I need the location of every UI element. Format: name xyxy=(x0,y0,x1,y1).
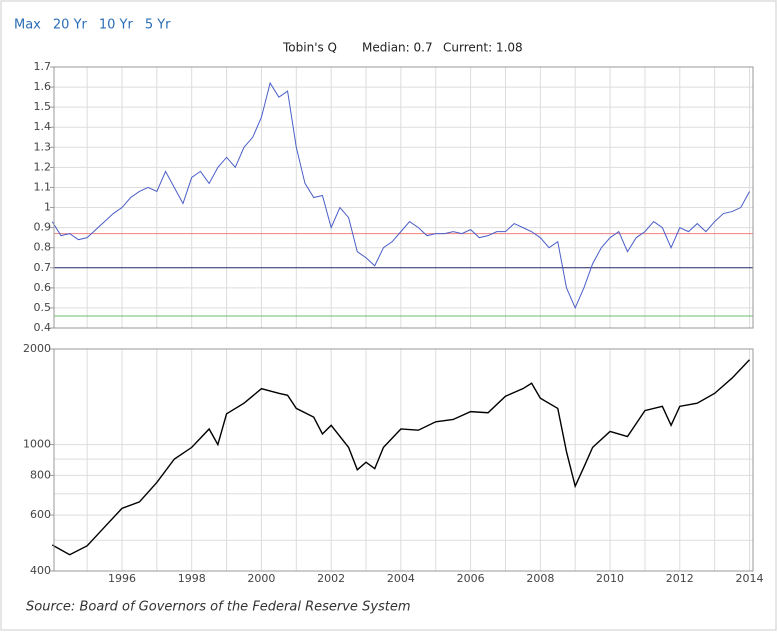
data-line xyxy=(51,81,750,310)
y-tick-label: 1.5 xyxy=(34,100,52,113)
y-tick-label: 1.6 xyxy=(34,80,52,93)
y-tick-label: 0.9 xyxy=(34,221,52,234)
y-tick-label: 0.8 xyxy=(34,241,52,254)
current-label: Current: 1.08 xyxy=(443,41,523,55)
source: Source: Board of Governors of the Federa… xyxy=(26,600,411,615)
y-tick-label: 0.7 xyxy=(34,261,52,274)
y-tick-label: 1 xyxy=(44,201,51,214)
y-tick-label: 1000 xyxy=(23,438,51,451)
range-link[interactable]: 20 Yr xyxy=(53,18,88,33)
x-tick-label: 2002 xyxy=(317,572,345,585)
x-tick-label: 2012 xyxy=(666,572,694,585)
x-tick-label: 2008 xyxy=(526,572,554,585)
x-tick-label: 2004 xyxy=(387,572,415,585)
y-tick-label: 0.5 xyxy=(34,301,52,314)
data-line xyxy=(51,359,751,556)
x-tick-label: 2010 xyxy=(596,572,624,585)
x-tick-label: 1996 xyxy=(108,572,136,585)
range-link[interactable]: 5 Yr xyxy=(145,18,171,33)
plot-border xyxy=(53,66,754,329)
y-tick-label: 0.6 xyxy=(34,281,52,294)
chart-title: Tobin's Q xyxy=(282,41,337,55)
x-tick-label: 2006 xyxy=(457,572,485,585)
range-link[interactable]: Max xyxy=(14,18,41,33)
y-tick-label: 1.3 xyxy=(34,140,52,153)
plot-area xyxy=(53,348,754,572)
median-label: Median: 0.7 xyxy=(362,41,433,55)
y-tick-label: 2000 xyxy=(23,342,51,355)
x-tick-label: 1998 xyxy=(178,572,206,585)
x-tick-label: 2000 xyxy=(247,572,275,585)
y-tick-label: 600 xyxy=(30,508,51,521)
plot-border xyxy=(53,348,754,572)
range-link[interactable]: 10 Yr xyxy=(99,18,134,33)
y-tick-label: 1.7 xyxy=(34,60,52,73)
y-tick-label: 1.1 xyxy=(34,180,52,193)
y-tick-label: 1.4 xyxy=(34,120,52,133)
plot-area xyxy=(53,66,754,329)
y-tick-label: 800 xyxy=(30,468,51,481)
y-tick-label: 400 xyxy=(30,564,51,577)
y-tick-label: 1.2 xyxy=(34,160,52,173)
y-tick-label: 0.4 xyxy=(34,321,52,334)
x-tick-label: 2014 xyxy=(736,572,764,585)
